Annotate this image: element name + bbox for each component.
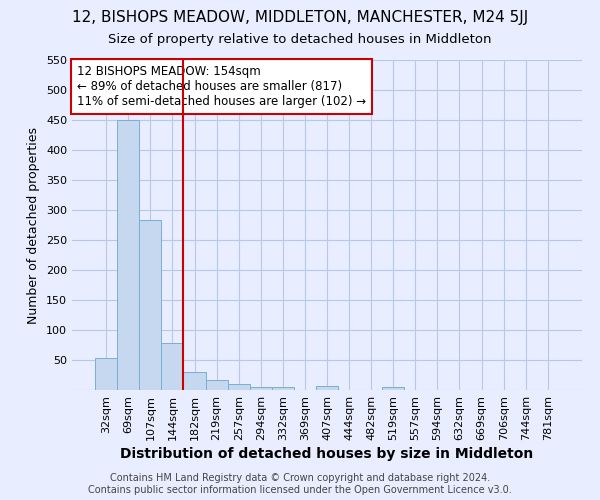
- Text: Size of property relative to detached houses in Middleton: Size of property relative to detached ho…: [108, 32, 492, 46]
- Bar: [184, 372, 206, 390]
- Text: 12 BISHOPS MEADOW: 154sqm
← 89% of detached houses are smaller (817)
11% of semi: 12 BISHOPS MEADOW: 154sqm ← 89% of detac…: [77, 65, 366, 108]
- Bar: [139, 220, 161, 390]
- Bar: [316, 386, 338, 390]
- Bar: [272, 387, 294, 390]
- Bar: [382, 387, 404, 390]
- Bar: [95, 358, 117, 390]
- Bar: [227, 384, 250, 390]
- Y-axis label: Number of detached properties: Number of detached properties: [28, 126, 40, 324]
- Bar: [117, 120, 139, 390]
- Text: Contains HM Land Registry data © Crown copyright and database right 2024.
Contai: Contains HM Land Registry data © Crown c…: [88, 474, 512, 495]
- Bar: [250, 387, 272, 390]
- Bar: [206, 380, 227, 390]
- Bar: [161, 343, 184, 390]
- Text: 12, BISHOPS MEADOW, MIDDLETON, MANCHESTER, M24 5JJ: 12, BISHOPS MEADOW, MIDDLETON, MANCHESTE…: [72, 10, 528, 25]
- X-axis label: Distribution of detached houses by size in Middleton: Distribution of detached houses by size …: [121, 447, 533, 461]
